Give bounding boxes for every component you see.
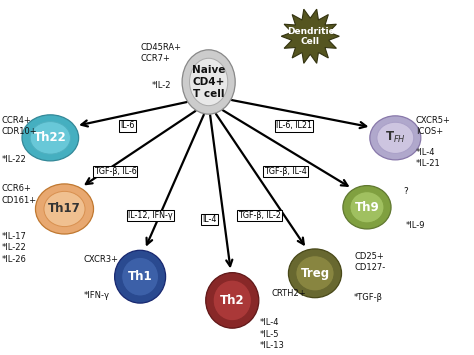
Ellipse shape bbox=[30, 122, 71, 154]
Ellipse shape bbox=[370, 116, 421, 160]
Text: CXCR5+
ICOS+: CXCR5+ ICOS+ bbox=[416, 116, 450, 136]
Ellipse shape bbox=[44, 191, 85, 226]
Polygon shape bbox=[281, 9, 339, 63]
Text: *IL-22: *IL-22 bbox=[1, 155, 27, 164]
Ellipse shape bbox=[190, 58, 228, 106]
Text: IL-12, IFN-γ: IL-12, IFN-γ bbox=[128, 211, 173, 220]
Ellipse shape bbox=[206, 273, 259, 328]
Text: Th9: Th9 bbox=[355, 201, 379, 214]
Text: Th1: Th1 bbox=[128, 270, 153, 283]
Text: CXCR3+: CXCR3+ bbox=[83, 255, 118, 264]
Text: *IL-2: *IL-2 bbox=[152, 81, 172, 90]
Text: IL-6, IL21: IL-6, IL21 bbox=[276, 121, 312, 131]
Ellipse shape bbox=[182, 50, 235, 114]
Ellipse shape bbox=[343, 186, 391, 229]
Text: TGF-β, IL-2: TGF-β, IL-2 bbox=[238, 211, 281, 220]
Text: Dendritic
Cell: Dendritic Cell bbox=[287, 27, 334, 46]
Text: ?: ? bbox=[403, 187, 408, 196]
Text: Naive
CD4+
T cell: Naive CD4+ T cell bbox=[192, 65, 225, 99]
Text: Th17: Th17 bbox=[48, 202, 81, 215]
Text: CCR4+
CDR10+: CCR4+ CDR10+ bbox=[1, 116, 37, 136]
Text: *IL-9: *IL-9 bbox=[405, 222, 425, 230]
Text: *IFN-γ: *IFN-γ bbox=[83, 291, 109, 300]
Ellipse shape bbox=[36, 184, 93, 234]
Text: CD45RA+
CCR7+: CD45RA+ CCR7+ bbox=[140, 43, 181, 64]
Text: CD25+
CD127-: CD25+ CD127- bbox=[354, 252, 385, 272]
Ellipse shape bbox=[377, 122, 414, 153]
Text: Th22: Th22 bbox=[34, 131, 67, 144]
Text: TGF-β, IL-6: TGF-β, IL-6 bbox=[94, 167, 137, 176]
Text: *IL-4
*IL-5
*IL-13: *IL-4 *IL-5 *IL-13 bbox=[260, 318, 284, 350]
Text: T$_{FH}$: T$_{FH}$ bbox=[385, 130, 406, 146]
Text: CRTH2+: CRTH2+ bbox=[271, 289, 306, 298]
Ellipse shape bbox=[350, 192, 384, 223]
Ellipse shape bbox=[289, 249, 342, 298]
Text: *IL-4
*IL-21: *IL-4 *IL-21 bbox=[416, 148, 440, 169]
Text: IL-4: IL-4 bbox=[202, 215, 217, 224]
Text: TGF-β, IL-4: TGF-β, IL-4 bbox=[264, 167, 307, 176]
Ellipse shape bbox=[213, 280, 251, 321]
Text: Treg: Treg bbox=[301, 267, 329, 280]
Text: IL-6: IL-6 bbox=[120, 121, 135, 131]
Ellipse shape bbox=[122, 257, 158, 296]
Ellipse shape bbox=[296, 256, 334, 291]
Text: CCR6+
CD161+: CCR6+ CD161+ bbox=[1, 184, 37, 205]
Text: *TGF-β: *TGF-β bbox=[354, 293, 383, 302]
Text: *IL-17
*IL-22
*IL-26: *IL-17 *IL-22 *IL-26 bbox=[1, 232, 27, 263]
Ellipse shape bbox=[22, 115, 79, 161]
Ellipse shape bbox=[115, 250, 165, 303]
Text: Th2: Th2 bbox=[220, 294, 245, 307]
